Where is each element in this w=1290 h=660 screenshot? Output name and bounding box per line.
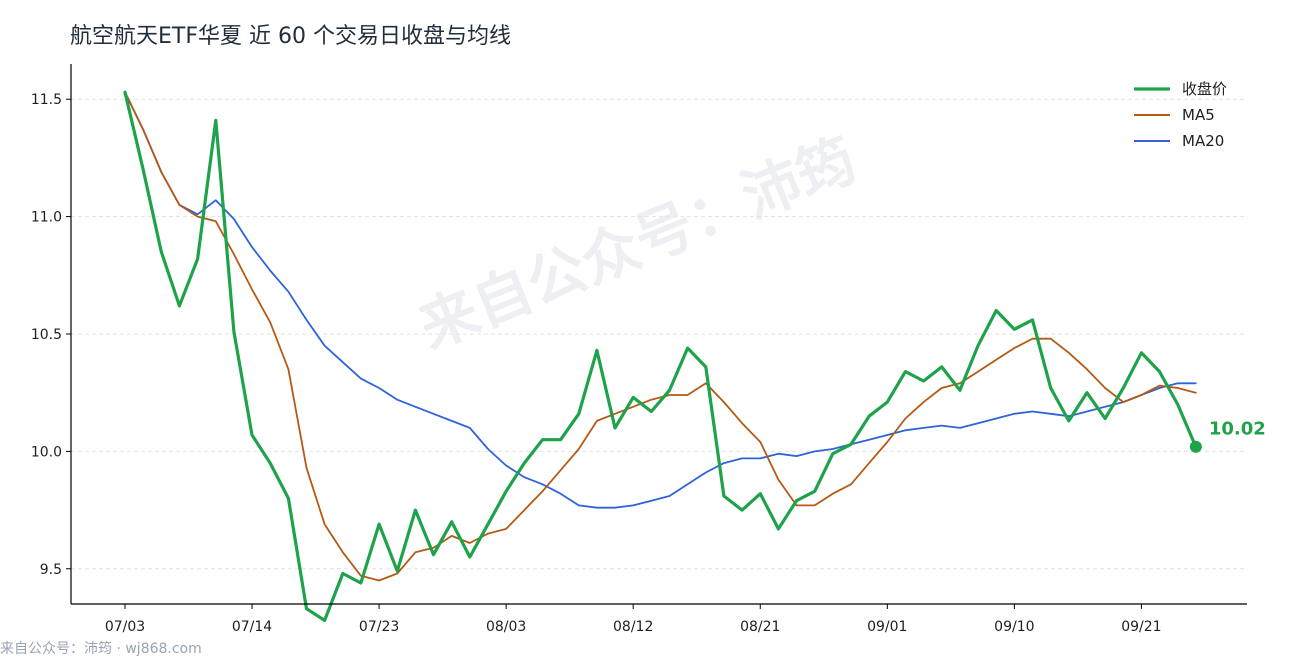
x-tick-label: 09/01 [867, 619, 907, 635]
legend-label-close: 收盘价 [1182, 80, 1227, 98]
x-tick-label: 09/21 [1121, 619, 1161, 635]
x-tick-label: 07/23 [359, 619, 399, 635]
last-point-marker [1189, 440, 1202, 453]
x-tick-label: 07/14 [232, 619, 272, 635]
y-tick-label: 10.5 [31, 327, 62, 343]
series-layer: 10.02 [123, 90, 1266, 623]
x-tick-label: 09/10 [994, 619, 1034, 635]
x-tick-label: 08/21 [740, 619, 780, 635]
legend-label-ma20: MA20 [1182, 132, 1224, 150]
y-tick-label: 9.5 [40, 562, 62, 578]
series-line-ma20 [124, 91, 1197, 509]
legend-label-ma5: MA5 [1182, 106, 1215, 124]
y-tick-label: 11.5 [31, 92, 62, 108]
y-tick-label: 10.0 [31, 444, 62, 460]
x-tick-label: 08/03 [486, 619, 526, 635]
axes: 9.5 10.0 10.5 11.0 11.5 07/03 07/14 07/23 08/03 0… [31, 64, 1247, 635]
x-tick-label: 07/03 [105, 619, 145, 635]
x-tick-label: 08/12 [613, 619, 653, 635]
gridlines [71, 98, 1247, 570]
last-value-label: 10.02 [1209, 419, 1266, 440]
y-tick-label: 11.0 [31, 210, 62, 226]
footer-credit: 来自公众号：沛筠 · wj868.com [0, 641, 202, 657]
chart-title: 航空航天ETF华夏 近 60 个交易日收盘与均线 [70, 24, 511, 49]
series-line-ma5 [124, 91, 1197, 582]
watermark: 来自公众号：沛筠 [410, 125, 866, 362]
series-line-close [123, 90, 1198, 623]
watermark-text: 来自公众号：沛筠 [410, 125, 866, 362]
legend: 收盘价 MA5 MA20 [1134, 80, 1227, 150]
